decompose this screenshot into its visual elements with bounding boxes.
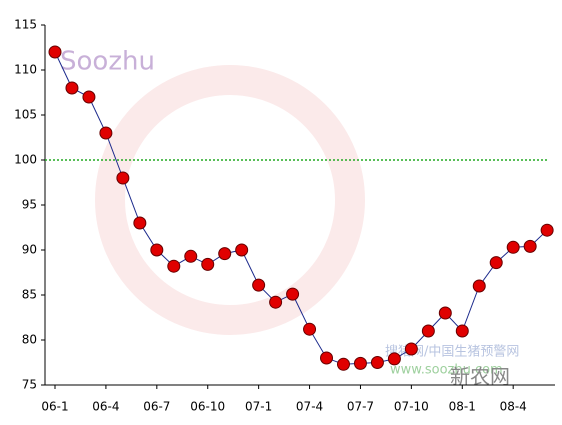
point <box>133 216 147 230</box>
point <box>523 239 537 253</box>
point <box>167 259 181 273</box>
point <box>269 295 283 309</box>
x-tick-label: 06-1 <box>41 400 68 414</box>
x-tick-label: 07-1 <box>245 400 272 414</box>
point <box>99 126 113 140</box>
y-tick-label: 75 <box>22 378 37 392</box>
point <box>82 90 96 104</box>
y-tick-label: 85 <box>22 288 37 302</box>
point <box>286 287 300 301</box>
point <box>235 243 249 257</box>
point <box>353 356 367 370</box>
point <box>387 352 401 366</box>
y-tick-label: 105 <box>14 108 37 122</box>
watermark-shape <box>95 65 365 335</box>
x-tick-label: 07-4 <box>296 400 323 414</box>
point <box>150 243 164 257</box>
x-tick-label: 06-4 <box>92 400 119 414</box>
x-tick-label: 06-7 <box>143 400 170 414</box>
y-tick-label: 115 <box>14 18 37 32</box>
x-tick-label: 06-10 <box>190 400 225 414</box>
y-tick-label: 110 <box>14 63 37 77</box>
x-tick-label: 07-7 <box>347 400 374 414</box>
point <box>252 278 266 292</box>
point <box>370 356 384 369</box>
x-tick-label: 08-4 <box>500 400 527 414</box>
point <box>421 324 435 338</box>
point <box>218 247 232 261</box>
watermark-logo: Soozhu <box>60 47 155 77</box>
point <box>438 306 452 320</box>
y-tick-label: 80 <box>22 333 37 347</box>
point <box>540 223 554 237</box>
point <box>472 279 486 293</box>
point <box>320 351 334 365</box>
point <box>455 324 469 338</box>
point <box>201 257 215 271</box>
x-tick-label: 07-10 <box>394 400 429 414</box>
point <box>48 45 62 59</box>
point <box>303 322 317 336</box>
watermark-text: www.soozhu.com <box>390 363 503 378</box>
point <box>65 81 79 95</box>
point <box>116 171 130 185</box>
point <box>404 342 418 356</box>
y-tick-label: 95 <box>22 198 37 212</box>
x-tick-label: 08-1 <box>449 400 476 414</box>
point <box>184 249 198 263</box>
watermark-text: 搜猪网/中国生猪预警网 <box>385 344 519 360</box>
point <box>506 240 520 254</box>
y-tick-label: 100 <box>14 153 37 167</box>
series-line <box>54 51 548 365</box>
y-tick-label: 90 <box>22 243 37 257</box>
point <box>336 357 350 371</box>
point <box>489 256 503 270</box>
